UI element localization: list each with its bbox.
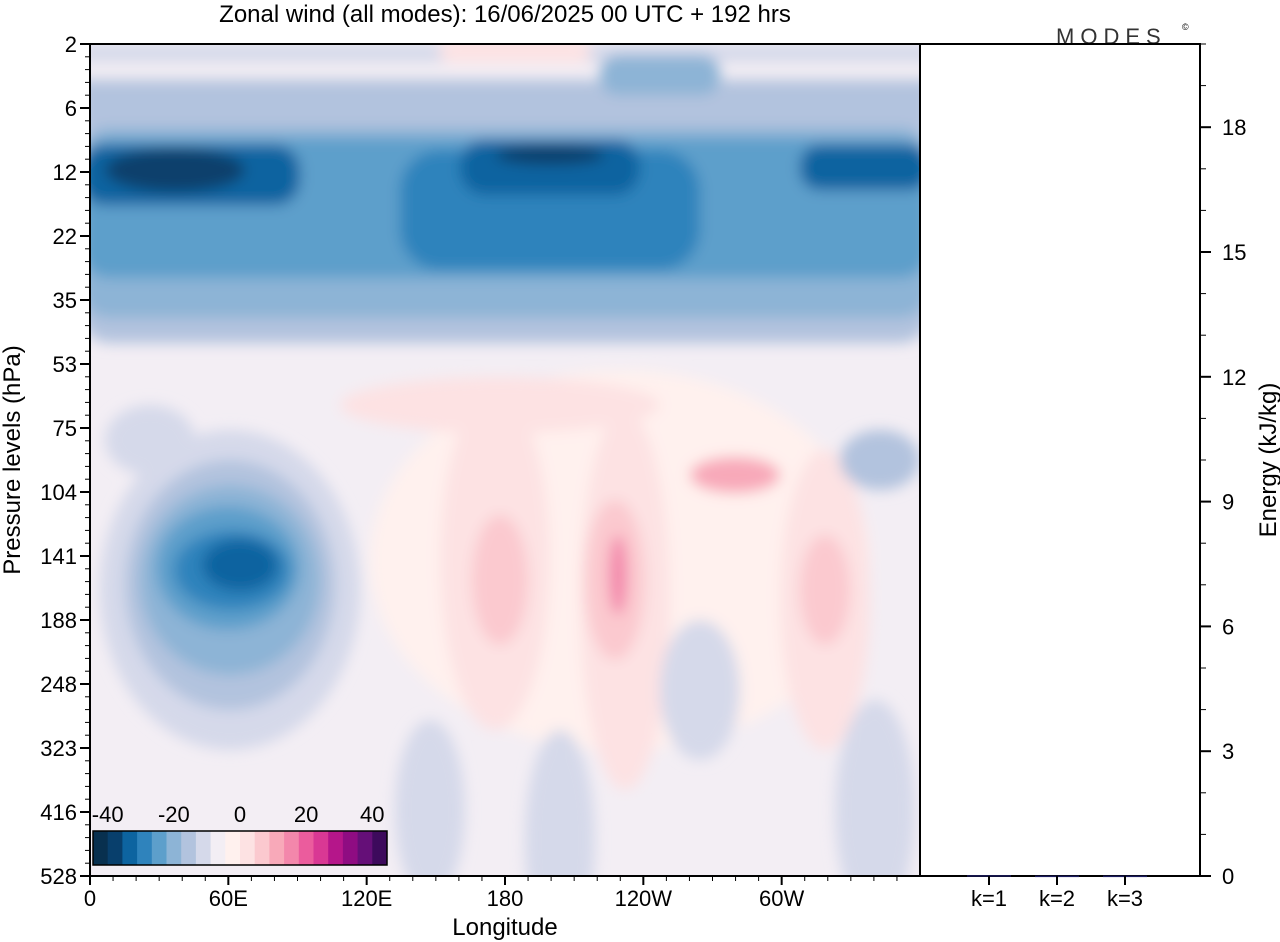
- colorbar-swatch: [313, 831, 329, 865]
- colorbar-swatch: [151, 831, 167, 865]
- field-pink-upper: [340, 377, 660, 433]
- colorbar-swatch: [93, 831, 109, 865]
- field-pink-core: [609, 535, 627, 615]
- colorbar-swatch: [166, 831, 182, 865]
- y-tick-label: 188: [40, 608, 77, 633]
- colorbar-frame: [92, 830, 388, 866]
- field-patch-top-pink: [440, 44, 590, 62]
- x-tick-label: 60W: [759, 886, 804, 911]
- y2-tick-label: 6: [1222, 614, 1234, 639]
- y-tick-label: 35: [53, 288, 77, 313]
- colorbar-tick-label: 40: [360, 802, 384, 827]
- y2-axis-label: Energy (kJ/kg): [1255, 383, 1280, 538]
- y-tick-label: 416: [40, 800, 77, 825]
- energy-axis: 0 3 6 9 12 15 18: [1200, 43, 1246, 889]
- y2-tick-label: 18: [1222, 115, 1246, 140]
- field-blue-tongue-center: [525, 730, 595, 876]
- field-blue-patch-right: [840, 430, 920, 490]
- chart-title: Zonal wind (all modes): 16/06/2025 00 UT…: [219, 1, 791, 28]
- y2-tick-label: 0: [1222, 864, 1234, 889]
- field-blue-tongue-left: [395, 720, 465, 876]
- field-pink-mid-right: [800, 535, 850, 645]
- pressure-axis: 2 6 12 22 35 53 75 104 141 188 248 323 416 528: [40, 32, 90, 889]
- field-patch-upper-blue: [600, 55, 720, 95]
- y-tick-label: 53: [53, 352, 77, 377]
- colorbar-tick-label: -40: [92, 802, 124, 827]
- x-tick-label: 120E: [341, 886, 392, 911]
- y2-tick-label: 12: [1222, 365, 1246, 390]
- field-jet-core-center: [495, 145, 605, 165]
- colorbar-swatch: [181, 831, 197, 865]
- y2-tick-label: 9: [1222, 490, 1234, 515]
- field-blue-tongue-right: [835, 700, 915, 876]
- brand-mark: ©: [1182, 22, 1189, 32]
- colorbar-swatch: [298, 831, 314, 865]
- x-axis-label: Longitude: [452, 914, 557, 941]
- colorbar-swatch: [137, 831, 153, 865]
- colorbar: [92, 830, 388, 866]
- colorbar-swatch: [269, 831, 285, 865]
- colorbar-swatch: [225, 831, 241, 865]
- y-tick-label: 141: [40, 544, 77, 569]
- y-tick-label: 6: [65, 96, 77, 121]
- colorbar-tick-label: 0: [234, 802, 246, 827]
- bar-category-label: k=2: [1039, 886, 1075, 911]
- field-cell-core: [202, 539, 278, 591]
- x-tick-label: 0: [84, 886, 96, 911]
- y-tick-label: 248: [40, 672, 77, 697]
- wind-field: [90, 44, 920, 876]
- y-axis-label: Pressure levels (hPa): [0, 345, 26, 574]
- colorbar-swatch: [122, 831, 138, 865]
- y-tick-label: 12: [53, 160, 77, 185]
- bar-category-label: k=1: [971, 886, 1007, 911]
- energy-panel-frame: [919, 43, 1201, 877]
- colorbar-swatch: [107, 831, 123, 865]
- colorbar-swatch: [284, 831, 300, 865]
- colorbar-ticks: -40 -20 0 20 40: [92, 802, 385, 827]
- y-tick-label: 75: [53, 416, 77, 441]
- colorbar-swatch: [357, 831, 373, 865]
- longitude-axis: 0 60E 120E 180 120W 60W: [84, 876, 898, 911]
- x-tick-label: 60E: [209, 886, 248, 911]
- x-tick-label: 120W: [615, 886, 673, 911]
- energy-bar-k=1: [967, 875, 1011, 877]
- colorbar-swatch: [372, 831, 388, 865]
- colorbar-tick-label: 20: [294, 802, 318, 827]
- energy-bars: k=1 k=2 k=3: [967, 875, 1147, 911]
- y-tick-label: 528: [40, 864, 77, 889]
- colorbar-swatch: [342, 831, 359, 865]
- colorbar-tick-label: -20: [158, 802, 190, 827]
- y-tick-label: 104: [40, 480, 77, 505]
- field-pink-strip: [690, 457, 780, 493]
- y2-tick-label: 3: [1222, 739, 1234, 764]
- field-blue-tongue-mid: [660, 620, 740, 760]
- colorbar-swatch: [328, 831, 344, 865]
- colorbar-swatch: [210, 831, 226, 865]
- colorbar-swatch: [240, 831, 256, 865]
- y2-tick-label: 15: [1222, 240, 1246, 265]
- x-tick-label: 180: [487, 886, 524, 911]
- y-tick-label: 2: [65, 32, 77, 57]
- y-tick-label: 323: [40, 736, 77, 761]
- bar-category-label: k=3: [1107, 886, 1143, 911]
- field-jet-core-left: [105, 148, 245, 192]
- y-tick-label: 22: [53, 224, 77, 249]
- field-band-jet-right: [800, 145, 920, 190]
- colorbar-swatch: [195, 831, 212, 865]
- colorbar-swatch: [254, 831, 270, 865]
- field-pink-mid-left: [472, 515, 528, 645]
